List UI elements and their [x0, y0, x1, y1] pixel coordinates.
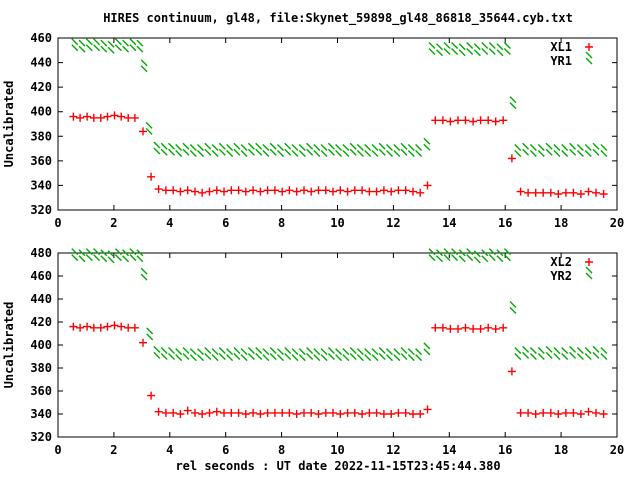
- y-tick-label: 320: [30, 203, 52, 217]
- series-points-yr1: [71, 38, 608, 157]
- y-tick-label: 360: [30, 384, 52, 398]
- legend-label-xl2: XL2: [550, 255, 572, 269]
- x-tick-label: 8: [278, 216, 285, 230]
- x-axis-label: rel seconds : UT date 2022-11-15T23:45:4…: [175, 459, 500, 473]
- series-points-xl2: [69, 321, 608, 418]
- y-tick-label: 380: [30, 361, 52, 375]
- x-tick-label: 16: [498, 216, 512, 230]
- series-points-yr2: [71, 248, 608, 362]
- y-tick-label: 420: [30, 80, 52, 94]
- legend-label-yr2: YR2: [550, 269, 572, 283]
- x-tick-label: 20: [610, 443, 624, 457]
- x-tick-label: 4: [166, 443, 173, 457]
- series-points-xl1: [69, 111, 608, 198]
- chart-title: HIRES continuum, gl48, file:Skynet_59898…: [103, 11, 573, 26]
- y-tick-label: 420: [30, 315, 52, 329]
- y-tick-label: 460: [30, 31, 52, 45]
- y-tick-label: 440: [30, 56, 52, 70]
- x-tick-label: 8: [278, 443, 285, 457]
- plot-border: [57, 37, 618, 211]
- legend-marker-xl1: [585, 43, 593, 51]
- y-tick-label: 400: [30, 105, 52, 119]
- plot-border: [57, 252, 618, 438]
- x-tick-label: 14: [442, 443, 456, 457]
- y-tick-label: 460: [30, 269, 52, 283]
- axis-ticks: [57, 37, 618, 211]
- y-tick-label: 340: [30, 178, 52, 192]
- x-tick-label: 0: [54, 216, 61, 230]
- panels-group: 0 2 4 6 8 10 12 14 16 18 2032034036038040042044046…: [30, 31, 624, 457]
- x-tick-label: 14: [442, 216, 456, 230]
- y-tick-label: 340: [30, 407, 52, 421]
- y-axis-label-top: Uncalibrated: [2, 81, 16, 168]
- x-tick-label: 2: [110, 443, 117, 457]
- x-tick-label: 4: [166, 216, 173, 230]
- y-tick-label: 440: [30, 292, 52, 306]
- top-panel: 0 2 4 6 8 10 12 14 16 18 20 320 340 360 380 400 420 440 46…: [30, 31, 624, 230]
- y-tick-label: 480: [30, 246, 52, 260]
- axis-ticks: [57, 252, 618, 438]
- y-tick-label: 400: [30, 338, 52, 352]
- legend-label-yr1: YR1: [550, 54, 572, 68]
- bottom-panel: 0 2 4 6 8 10 12 14 16 18 20 320 340 360 380 400 420 440 46…: [30, 246, 624, 457]
- legend-marker-xl2: [585, 258, 593, 266]
- x-tick-label: 20: [610, 216, 624, 230]
- x-tick-label: 10: [330, 443, 344, 457]
- y-tick-label: 380: [30, 129, 52, 143]
- x-tick-label: 18: [554, 443, 568, 457]
- x-tick-label: 12: [386, 216, 400, 230]
- x-tick-label: 18: [554, 216, 568, 230]
- x-tick-label: 12: [386, 443, 400, 457]
- y-tick-label: 360: [30, 154, 52, 168]
- y-tick-label: 320: [30, 430, 52, 444]
- x-tick-label: 0: [54, 443, 61, 457]
- x-tick-label: 16: [498, 443, 512, 457]
- legend-marker-yr1: [585, 51, 593, 65]
- x-tick-label: 6: [222, 443, 229, 457]
- x-tick-label: 2: [110, 216, 117, 230]
- legend-label-xl1: XL1: [550, 40, 572, 54]
- x-tick-label: 10: [330, 216, 344, 230]
- legend-marker-yr2: [585, 266, 593, 280]
- y-axis-label-bottom: Uncalibrated: [2, 302, 16, 389]
- x-tick-label: 6: [222, 216, 229, 230]
